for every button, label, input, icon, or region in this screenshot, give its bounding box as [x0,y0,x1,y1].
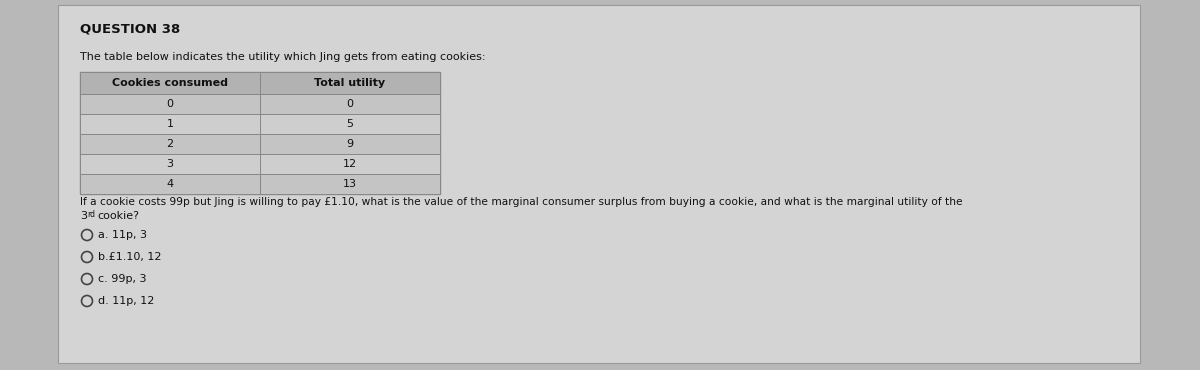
Text: 3: 3 [80,211,88,221]
Text: 0: 0 [347,99,354,109]
Bar [260,174,440,194]
Bar [80,72,440,194]
Bar [80,72,260,94]
Bar [260,134,440,154]
Text: Total utility: Total utility [314,78,385,88]
Text: Cookies consumed: Cookies consumed [112,78,228,88]
Text: c. 99p, 3: c. 99p, 3 [98,274,146,284]
Bar [260,94,440,114]
Text: a. 11p, 3: a. 11p, 3 [98,230,148,240]
Bar [80,114,260,134]
Text: rd: rd [88,210,96,219]
Bar [260,154,440,174]
Text: 12: 12 [343,159,358,169]
Bar [80,94,260,114]
Text: QUESTION 38: QUESTION 38 [80,22,180,35]
Text: 9: 9 [347,139,354,149]
Text: 1: 1 [167,119,174,129]
Bar [80,134,260,154]
Text: 13: 13 [343,179,358,189]
Text: If a cookie costs 99p but Jing is willing to pay £1.10, what is the value of the: If a cookie costs 99p but Jing is willin… [80,197,962,207]
Text: 3: 3 [167,159,174,169]
Bar [80,174,260,194]
Bar [260,114,440,134]
Text: 5: 5 [347,119,354,129]
Text: 0: 0 [167,99,174,109]
Text: The table below indicates the utility which Jing gets from eating cookies:: The table below indicates the utility wh… [80,52,486,62]
Bar [260,72,440,94]
Text: 4: 4 [167,179,174,189]
Text: b.£1.10, 12: b.£1.10, 12 [98,252,162,262]
Text: 2: 2 [167,139,174,149]
Bar [80,154,260,174]
Text: cookie?: cookie? [97,211,139,221]
Text: d. 11p, 12: d. 11p, 12 [98,296,155,306]
